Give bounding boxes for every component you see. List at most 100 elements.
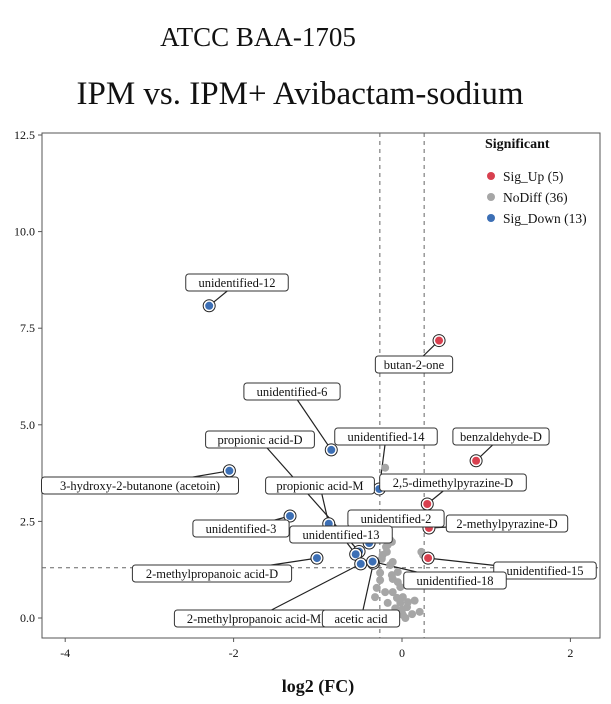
data-label-text: unidentified-12 bbox=[198, 276, 275, 290]
data-label-box bbox=[403, 571, 507, 590]
data-label-text: unidentified-6 bbox=[257, 385, 328, 399]
data-label-box bbox=[41, 476, 239, 495]
point-unidentified-18 bbox=[368, 557, 377, 566]
data-label-box bbox=[493, 561, 597, 580]
data-label-box bbox=[321, 609, 401, 628]
data-label: benzaldehyde-D bbox=[452, 427, 550, 446]
data-label: unidentified-2 bbox=[347, 509, 445, 528]
data-label-text: benzaldehyde-D bbox=[460, 430, 542, 444]
point-nodiff bbox=[377, 554, 386, 563]
data-label-box bbox=[205, 430, 315, 449]
data-label-box bbox=[192, 519, 290, 538]
point-nodiff bbox=[382, 542, 391, 551]
point-3-hydroxy-2-butanone-acetoin- bbox=[225, 466, 234, 475]
point-nodiff bbox=[381, 463, 390, 472]
legend-marker bbox=[487, 214, 495, 222]
point-nodiff bbox=[403, 598, 412, 607]
point-butan-2-one bbox=[435, 336, 444, 345]
data-label-text: unidentified-18 bbox=[416, 574, 493, 588]
data-label: unidentified-3 bbox=[192, 519, 290, 538]
legend-title: Significant bbox=[485, 137, 550, 152]
x-tick-label: 0 bbox=[399, 646, 405, 660]
y-tick-label: 12.5 bbox=[14, 128, 35, 142]
data-label-text: 2-methylpropanoic acid-M bbox=[187, 612, 321, 626]
point-2-methylpropanoic-acid-m bbox=[356, 559, 365, 568]
data-label: propionic acid-D bbox=[205, 430, 315, 449]
data-label: unidentified-15 bbox=[493, 561, 597, 580]
legend: Significant Sig_Up (5) NoDiff (36) Sig_Dow… bbox=[485, 137, 587, 226]
point-benzaldehyde-d bbox=[472, 456, 481, 465]
data-label: acetic acid bbox=[321, 609, 401, 628]
data-label: propionic acid-M bbox=[265, 476, 375, 495]
point-nodiff bbox=[410, 596, 419, 605]
x-axis-label: log2 (FC) bbox=[282, 676, 354, 697]
data-label-box bbox=[379, 473, 527, 492]
point-nodiff bbox=[415, 607, 424, 616]
point-unidentified-6 bbox=[327, 445, 336, 454]
data-label: unidentified-14 bbox=[334, 427, 438, 446]
point-nodiff bbox=[393, 568, 402, 577]
point-nodiff bbox=[371, 593, 380, 602]
legend-label: Sig_Down (13) bbox=[503, 211, 587, 226]
label-leader-line bbox=[291, 391, 332, 451]
data-label-text: acetic acid bbox=[334, 612, 388, 626]
data-label-box bbox=[265, 476, 375, 495]
data-label-box bbox=[334, 427, 438, 446]
data-label: 2-methylpyrazine-D bbox=[445, 514, 569, 533]
data-label-box bbox=[289, 525, 393, 544]
chart-title: ATCC BAA-1705 bbox=[160, 22, 356, 52]
legend-label: NoDiff (36) bbox=[503, 190, 568, 205]
point-2-5-dimethylpyrazine-d bbox=[423, 500, 432, 509]
data-label-box bbox=[445, 514, 569, 533]
point-nodiff bbox=[396, 583, 405, 592]
data-label-text: 2,5-dimethylpyrazine-D bbox=[393, 476, 513, 490]
point-nodiff bbox=[376, 576, 385, 585]
data-label: unidentified-13 bbox=[289, 525, 393, 544]
data-label-box bbox=[374, 355, 454, 374]
data-label-text: propionic acid-D bbox=[217, 433, 302, 447]
point-nodiff bbox=[388, 557, 397, 566]
data-label-box bbox=[185, 273, 289, 292]
data-label-text: unidentified-2 bbox=[361, 512, 432, 526]
point-nodiff bbox=[398, 593, 407, 602]
x-tick-label: -4 bbox=[60, 646, 70, 660]
data-label-text: unidentified-14 bbox=[347, 430, 425, 444]
y-tick-label: 5.0 bbox=[20, 418, 35, 432]
x-tick-label: 2 bbox=[567, 646, 573, 660]
point-nodiff bbox=[372, 583, 381, 592]
data-label: unidentified-6 bbox=[243, 382, 341, 401]
x-tick-label: -2 bbox=[229, 646, 239, 660]
data-label: 2,5-dimethylpyrazine-D bbox=[379, 473, 527, 492]
data-label: unidentified-18 bbox=[403, 571, 507, 590]
point-nodiff bbox=[376, 568, 385, 577]
point-nodiff bbox=[408, 610, 417, 619]
y-tick-label: 0.0 bbox=[20, 611, 35, 625]
legend-marker bbox=[487, 172, 495, 180]
data-label-box bbox=[243, 382, 341, 401]
data-label-box bbox=[131, 564, 293, 583]
point-unidentified-3 bbox=[286, 511, 295, 520]
data-label-text: 3-hydroxy-2-butanone (acetoin) bbox=[60, 479, 220, 493]
data-label-box bbox=[347, 509, 445, 528]
data-label: 3-hydroxy-2-butanone (acetoin) bbox=[41, 476, 239, 495]
y-tick-label: 7.5 bbox=[20, 321, 35, 335]
point-unidentified-15 bbox=[424, 554, 433, 563]
point-unidentified-12 bbox=[205, 301, 214, 310]
y-tick-label: 10.0 bbox=[14, 225, 35, 239]
y-tick-label: 2.5 bbox=[20, 514, 35, 528]
legend-marker bbox=[487, 193, 495, 201]
data-label-box bbox=[452, 427, 550, 446]
data-label-text: unidentified-15 bbox=[506, 564, 583, 578]
point-nodiff bbox=[381, 588, 390, 597]
data-label: 2-methylpropanoic acid-D bbox=[131, 564, 293, 583]
point-nodiff bbox=[401, 614, 410, 622]
data-label: butan-2-one bbox=[374, 355, 454, 374]
data-label-text: propionic acid-M bbox=[276, 479, 363, 493]
point-nodiff bbox=[388, 588, 397, 597]
legend-label: Sig_Up (5) bbox=[503, 169, 563, 184]
point-unidentified-13 bbox=[351, 550, 360, 559]
data-label-text: 2-methylpropanoic acid-D bbox=[146, 567, 278, 581]
data-label: 2-methylpropanoic acid-M bbox=[173, 609, 335, 628]
point-nodiff bbox=[383, 598, 392, 607]
